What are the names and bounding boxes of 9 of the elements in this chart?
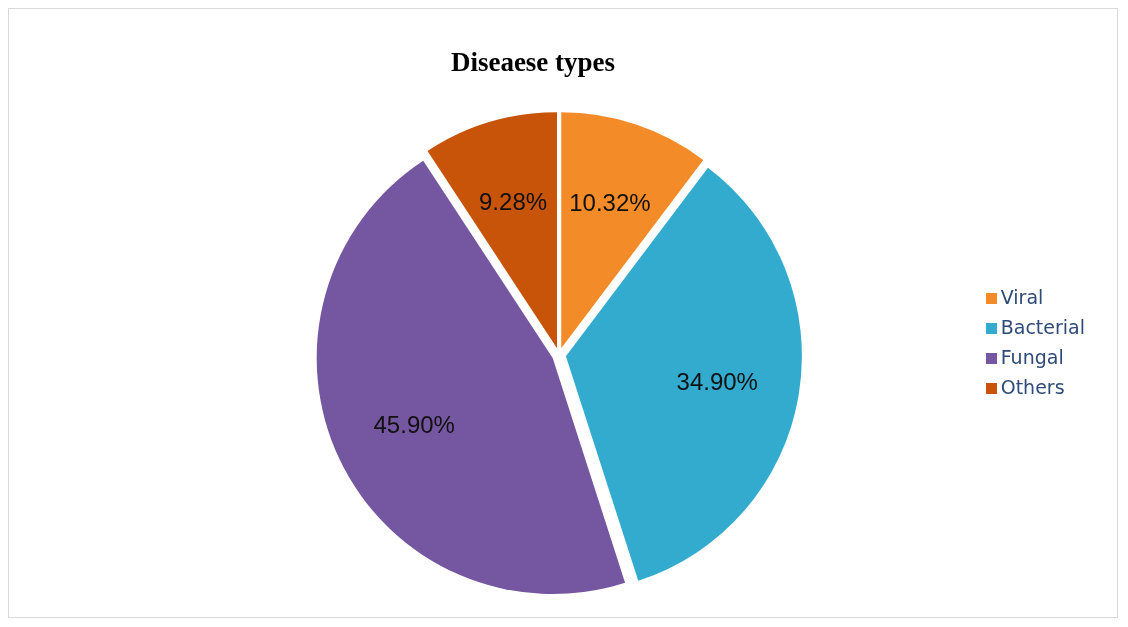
data-label: 9.28%	[479, 187, 548, 215]
data-label: 45.90%	[373, 410, 455, 438]
legend-label: Fungal	[1000, 346, 1064, 368]
legend-label: Viral	[1000, 286, 1044, 308]
chart-title: Diseaese types	[449, 46, 617, 77]
legend-label: Bacterial	[1000, 316, 1085, 338]
data-label: 10.32%	[569, 189, 651, 217]
legend-label: Others	[1000, 376, 1065, 398]
data-label: 34.90%	[676, 368, 758, 396]
